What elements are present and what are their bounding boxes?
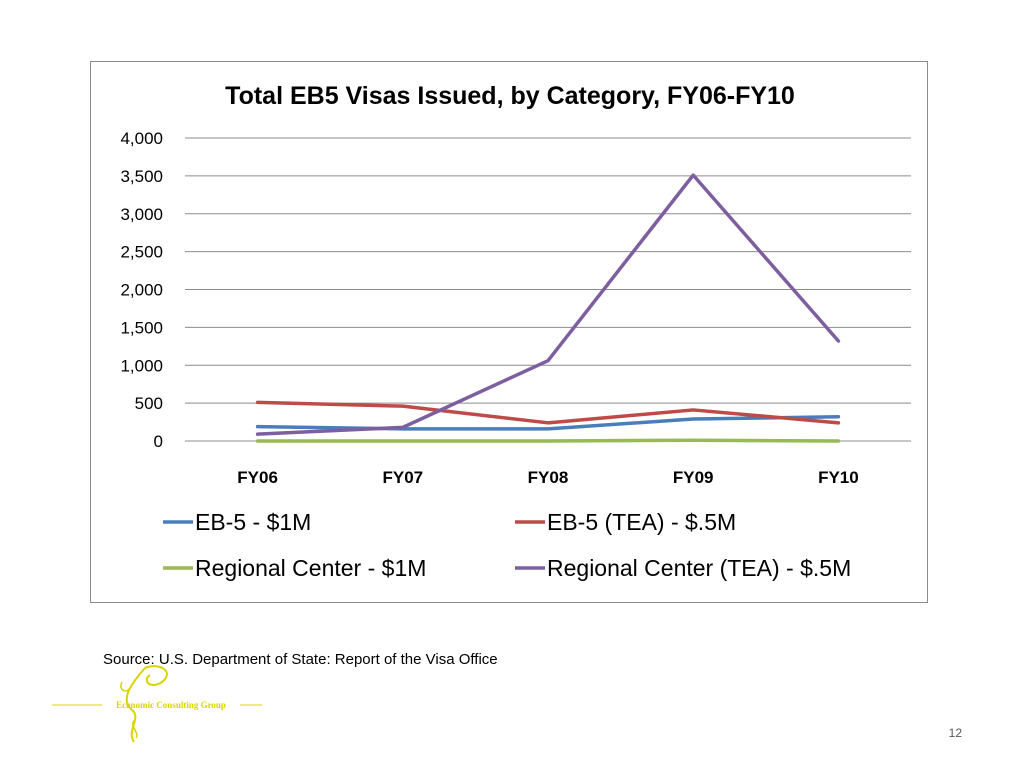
x-tick-label: FY10: [818, 468, 859, 487]
y-tick-label: 3,500: [120, 167, 163, 186]
legend: EB-5 - $1M EB-5 (TEA) - $.5M Regional Cent…: [163, 509, 851, 581]
economic-consulting-group-logo: Economic Consulting Group: [52, 665, 262, 743]
y-tick-label: 1,500: [120, 318, 163, 337]
series-line-3: [255, 438, 841, 443]
y-tick-label: 500: [135, 394, 163, 413]
x-tick-label: FY08: [528, 468, 569, 487]
legend-label: EB-5 - $1M: [195, 509, 311, 535]
y-tick-label: 2,000: [120, 281, 163, 300]
series-line-4: [255, 173, 841, 436]
legend-label: EB-5 (TEA) - $.5M: [547, 509, 736, 535]
y-tick-label: 0: [154, 432, 163, 451]
y-tick-label: 3,000: [120, 205, 163, 224]
legend-label: Regional Center - $1M: [195, 555, 426, 581]
legend-label: Regional Center (TEA) - $.5M: [547, 555, 851, 581]
line-chart: Total EB5 Visas Issued, by Category, FY0…: [120, 82, 911, 581]
y-axis-tick-labels: 0 500 1,000 1,500 2,000 2,500 3,000 3,500 4,000: [120, 129, 163, 451]
source-note: Source: U.S. Department of State: Report…: [103, 651, 498, 668]
chart-title: Total EB5 Visas Issued, by Category, FY0…: [225, 82, 795, 110]
page-number: 12: [948, 726, 962, 740]
x-tick-label: FY09: [673, 468, 714, 487]
x-axis-tick-labels: FY06 FY07 FY08 FY09 FY10: [237, 468, 858, 487]
grid-lines: [185, 137, 911, 442]
x-tick-label: FY06: [237, 468, 278, 487]
y-tick-label: 2,500: [120, 243, 163, 262]
x-tick-label: FY07: [382, 468, 423, 487]
series-lines: [255, 173, 841, 443]
series-line-2: [255, 400, 841, 425]
svg-text:Economic Consulting Group: Economic Consulting Group: [116, 700, 226, 710]
chart-frame: Total EB5 Visas Issued, by Category, FY0…: [90, 61, 928, 603]
y-tick-label: 1,000: [120, 356, 163, 375]
y-tick-label: 4,000: [120, 129, 163, 148]
